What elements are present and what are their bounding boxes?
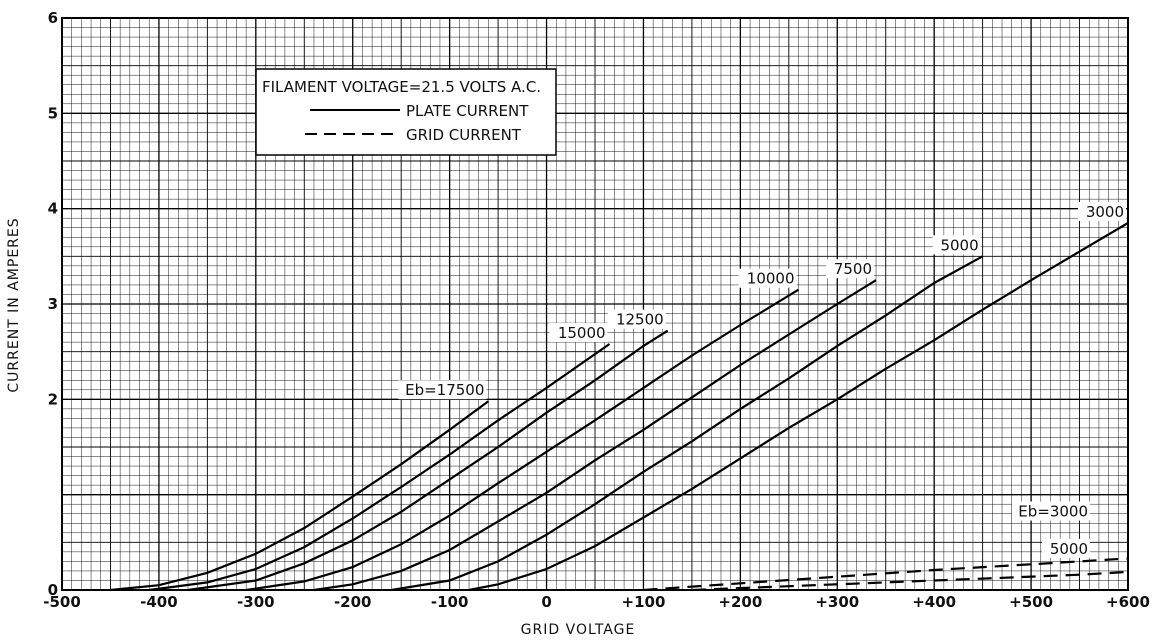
plate-current-curve-2 (187, 329, 669, 592)
plate-curve-label-4: 7500 (834, 260, 872, 278)
curve-label-background (549, 323, 608, 343)
x-tick-label: -500 (43, 593, 81, 611)
plate-current-curve-4 (313, 279, 877, 592)
plate-current-curve-1 (149, 343, 611, 592)
y-tick-label: 4 (48, 200, 58, 218)
x-tick-label: +200 (718, 593, 762, 611)
x-axis-title: GRID VOLTAGE (521, 622, 636, 638)
plate-curve-label-2: 12500 (616, 311, 664, 329)
legend-heading: FILAMENT VOLTAGE=21.5 VOLTS A.C. (262, 78, 541, 96)
plate-current-curve-3 (245, 288, 800, 592)
curve-label-background (826, 259, 875, 279)
curve-label-background (607, 309, 666, 329)
x-tick-label: +600 (1106, 593, 1150, 611)
plot-frame (61, 17, 1129, 591)
grid-current-curve-8 (691, 570, 1129, 592)
y-tick-labels: 0 2 3 4 5 6 (48, 9, 58, 599)
plate-current-curve-6 (468, 222, 1129, 592)
x-tick-label: -100 (431, 593, 469, 611)
plate-curve-label-5: 5000 (940, 236, 978, 254)
x-tick-label: -300 (237, 593, 275, 611)
curve-label-background (738, 268, 797, 288)
plate-current-curve-5 (391, 255, 984, 592)
grid-current-curve-7 (643, 557, 1129, 592)
legend: FILAMENT VOLTAGE=21.5 VOLTS A.C. PLATE C… (255, 68, 557, 156)
curve-label-background (1078, 201, 1126, 221)
x-tick-label: 0 (541, 593, 551, 611)
plate-curve-label-0: Eb=17500 (405, 381, 484, 399)
curve-label-background (932, 235, 981, 255)
curve-label-background (1012, 501, 1090, 521)
curve-labels: Eb=17500 15000 12500 10000 7500 5000 3000 Eb=30… (398, 201, 1126, 558)
plate-current-curve-0 (110, 400, 490, 592)
curve-label-background (398, 380, 487, 400)
y-tick-label: 3 (48, 295, 58, 313)
x-tick-labels: -500 -400 -300 -200 -100 0 +100 +200 +300 +400 +50… (43, 593, 1150, 611)
x-tick-label: +400 (912, 593, 956, 611)
y-tick-label: 0 (48, 581, 58, 599)
curve-label-background (1042, 538, 1090, 558)
x-tick-label: +100 (622, 593, 666, 611)
y-tick-label: 5 (48, 104, 58, 122)
x-tick-label: -200 (334, 593, 372, 611)
characteristic-curves (110, 222, 1129, 592)
plate-curve-label-1: 15000 (558, 324, 606, 342)
legend-grid-current: GRID CURRENT (406, 126, 522, 144)
y-tick-label: 6 (48, 9, 58, 27)
grid-curve-label-7: Eb=3000 (1018, 503, 1088, 521)
x-tick-label: +300 (815, 593, 859, 611)
legend-plate-current: PLATE CURRENT (406, 102, 529, 120)
plate-curve-label-6: 3000 (1086, 203, 1124, 221)
plate-curve-label-3: 10000 (747, 270, 795, 288)
grid-curve-label-8: 5000 (1050, 540, 1088, 558)
legend-box (255, 68, 557, 156)
y-tick-label: 2 (48, 390, 58, 408)
x-tick-label: +500 (1009, 593, 1053, 611)
y-axis-title: CURRENT IN AMPERES (6, 217, 22, 392)
x-tick-label: -400 (140, 593, 178, 611)
